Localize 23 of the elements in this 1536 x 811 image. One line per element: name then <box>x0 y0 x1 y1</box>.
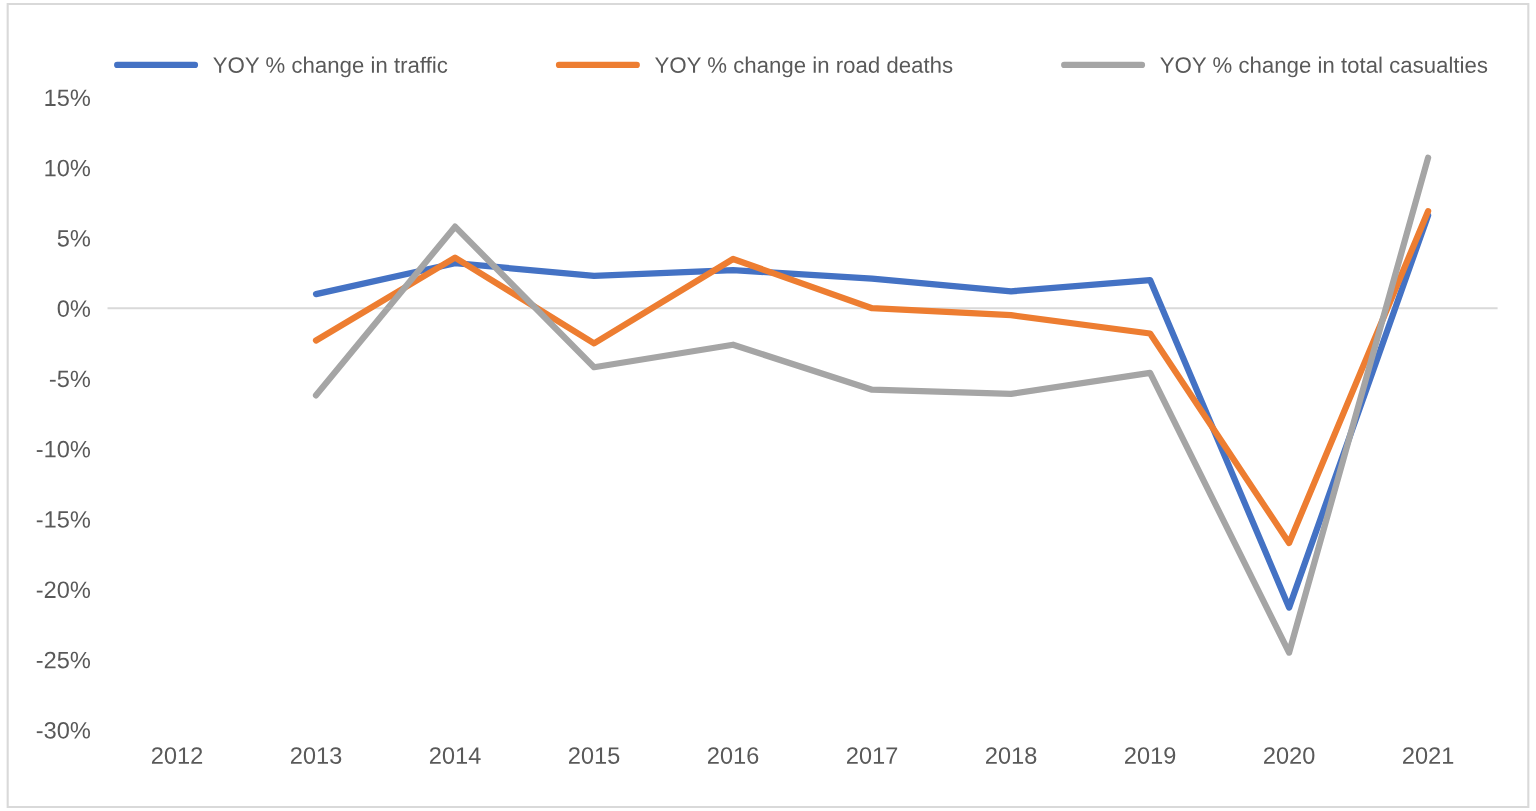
legend-label: YOY % change in total casualties <box>1160 56 1488 78</box>
y-tick-label: 10% <box>45 159 91 177</box>
y-tick-label: -25% <box>36 651 91 669</box>
x-tick-label: 2012 <box>151 747 203 764</box>
y-tick-label: 15% <box>45 89 91 107</box>
y-tick-label: -10% <box>36 440 91 458</box>
x-tick-label: 2015 <box>568 747 620 764</box>
legend-label: YOY % change in traffic <box>213 56 448 78</box>
y-tick-label: -15% <box>36 511 91 528</box>
x-tick-label: 2016 <box>707 747 759 764</box>
x-tick-label: 2021 <box>1403 747 1454 764</box>
x-tick-label: 2020 <box>1264 747 1315 764</box>
y-tick-label: -5% <box>49 370 91 388</box>
y-tick-label: -20% <box>36 581 91 599</box>
y-tick-label: -30% <box>36 721 91 739</box>
x-tick-label: 2014 <box>429 747 481 764</box>
x-tick-label: 2013 <box>290 747 342 764</box>
y-tick-label: 0% <box>57 300 91 317</box>
legend-label: YOY % change in road deaths <box>655 56 953 78</box>
x-tick-label: 2018 <box>986 747 1037 764</box>
y-tick-label: 5% <box>57 230 91 247</box>
x-tick-label: 2017 <box>846 747 898 764</box>
x-tick-label: 2019 <box>1125 747 1176 764</box>
